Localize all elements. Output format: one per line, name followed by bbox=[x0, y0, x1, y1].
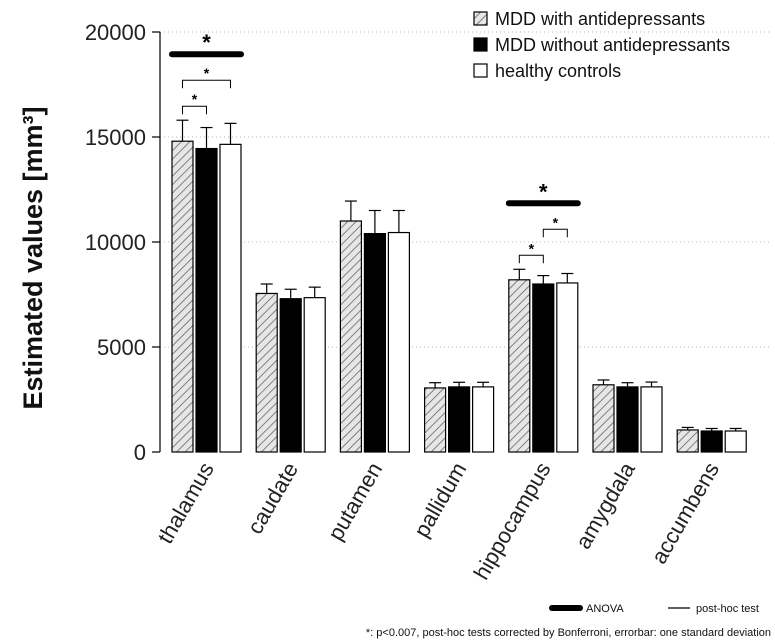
posthoc-star: * bbox=[529, 240, 535, 256]
key-anova-label: ANOVA bbox=[586, 603, 624, 615]
legend-label: MDD without antidepressants bbox=[495, 35, 730, 55]
x-category-label: accumbens bbox=[646, 458, 724, 568]
legend: MDD with antidepressants MDD without anti… bbox=[473, 9, 730, 81]
x-category-label: caudate bbox=[242, 458, 303, 538]
legend-swatch bbox=[473, 37, 488, 52]
posthoc-star: * bbox=[192, 91, 198, 107]
grid bbox=[160, 31, 772, 348]
y-tick-label: 0 bbox=[134, 440, 146, 465]
bar bbox=[616, 386, 639, 453]
bar bbox=[339, 220, 362, 453]
x-category-label: hippocampus bbox=[469, 458, 556, 584]
posthoc-bracket bbox=[182, 79, 231, 89]
significance-annotations: * * * * * * bbox=[169, 30, 581, 264]
anova-star: * bbox=[539, 179, 548, 204]
posthoc-bracket bbox=[542, 228, 568, 238]
bar bbox=[387, 231, 410, 453]
legend-swatch bbox=[473, 11, 488, 26]
anova-star: * bbox=[202, 30, 211, 55]
x-category-label: amygdala bbox=[570, 457, 640, 553]
bar bbox=[700, 430, 723, 453]
y-tick-label: 20000 bbox=[85, 20, 146, 45]
bar bbox=[592, 384, 615, 453]
bar bbox=[363, 233, 386, 453]
legend-swatch bbox=[473, 63, 488, 78]
posthoc-bracket bbox=[182, 105, 207, 115]
posthoc-star: * bbox=[204, 65, 210, 81]
bar bbox=[640, 386, 663, 453]
bar bbox=[508, 279, 531, 453]
bar bbox=[556, 282, 579, 453]
bar bbox=[472, 386, 495, 453]
key-posthoc-label: post-hoc test bbox=[696, 603, 759, 615]
bar bbox=[219, 143, 242, 453]
bar bbox=[255, 292, 278, 453]
x-category-label: pallidum bbox=[409, 458, 472, 541]
legend-label: healthy controls bbox=[495, 61, 621, 81]
bar bbox=[448, 386, 471, 453]
y-axis-label: Estimated values [mm³] bbox=[18, 106, 48, 409]
legend-label: MDD with antidepressants bbox=[495, 9, 705, 29]
annotation-key: ANOVA post-hoc test bbox=[549, 603, 759, 615]
bar bbox=[195, 147, 218, 453]
bar bbox=[171, 140, 194, 453]
posthoc-bracket bbox=[518, 254, 544, 264]
bar bbox=[724, 430, 747, 453]
bar bbox=[424, 387, 447, 453]
bar bbox=[676, 429, 699, 453]
y-tick-label: 5000 bbox=[97, 335, 146, 360]
x-category-label: thalamus bbox=[153, 458, 219, 548]
footnote: *: p<0.007, post-hoc tests corrected by … bbox=[366, 627, 771, 639]
bar bbox=[532, 283, 555, 453]
bar bbox=[279, 298, 302, 453]
y-tick-label: 10000 bbox=[85, 230, 146, 255]
bars bbox=[171, 119, 747, 453]
posthoc-star: * bbox=[553, 214, 559, 230]
y-tick-label: 15000 bbox=[85, 125, 146, 150]
x-category-label: putamen bbox=[323, 458, 387, 545]
bar bbox=[303, 297, 326, 453]
